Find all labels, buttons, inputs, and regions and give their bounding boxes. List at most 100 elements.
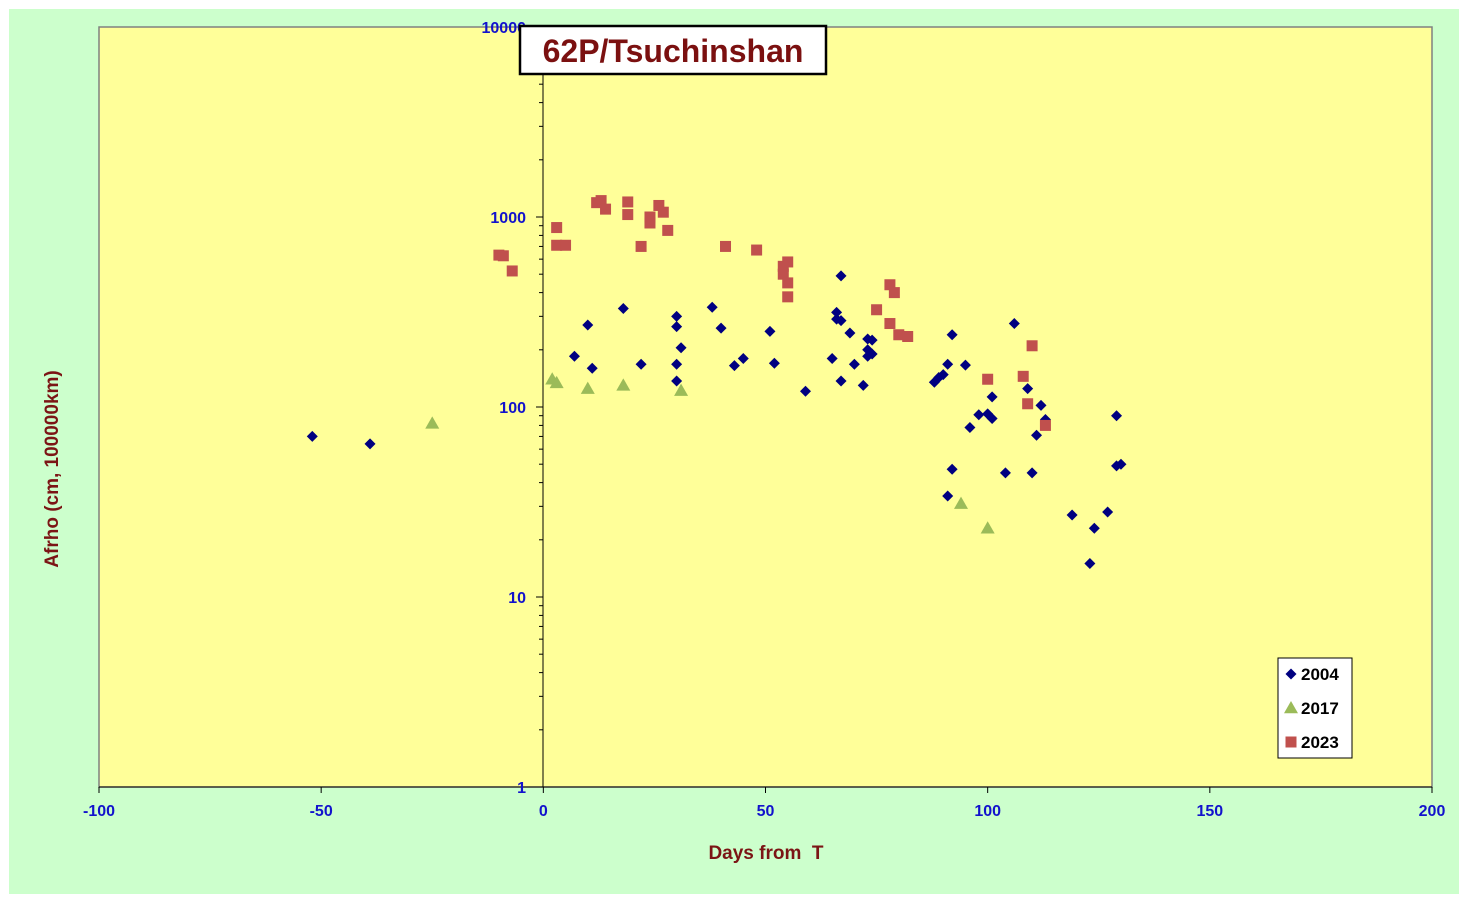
data-point-2004 xyxy=(635,358,647,370)
data-point-2004 xyxy=(946,463,958,475)
data-point-2004 xyxy=(728,360,740,372)
data-point-2004 xyxy=(942,490,954,502)
data-point-2004 xyxy=(1084,558,1096,570)
data-point-2023 xyxy=(657,206,669,218)
data-point-2017 xyxy=(425,416,440,429)
data-point-2023 xyxy=(893,329,905,341)
chart-title-frame xyxy=(518,24,828,76)
data-point-2004 xyxy=(671,321,683,333)
data-point-2004 xyxy=(1008,318,1020,330)
data-point-2017 xyxy=(674,383,689,396)
data-point-2004 xyxy=(582,319,594,331)
data-point-2023 xyxy=(551,239,563,251)
x-tick-label: 0 xyxy=(539,803,548,820)
x-tick-label: -100 xyxy=(83,803,115,820)
data-point-2023 xyxy=(622,209,634,221)
data-point-2004 xyxy=(942,358,954,370)
data-point-2004 xyxy=(946,329,958,341)
legend-marker-2017 xyxy=(1284,701,1298,714)
data-point-2017 xyxy=(549,375,564,389)
data-point-2004 xyxy=(848,358,860,370)
data-point-2023 xyxy=(551,222,563,234)
data-point-2023 xyxy=(635,240,647,252)
data-point-2004 xyxy=(986,412,998,424)
legend-label-2017: 2017 xyxy=(1301,699,1339,718)
data-point-2023 xyxy=(888,287,900,299)
data-point-2004 xyxy=(1035,399,1047,411)
data-point-2004 xyxy=(706,301,718,313)
data-point-2023 xyxy=(720,240,732,252)
data-point-2004 xyxy=(768,357,780,369)
x-tick-label: 200 xyxy=(1419,803,1446,820)
y-tick-label: 1000 xyxy=(490,210,526,227)
data-point-2023 xyxy=(662,224,674,236)
data-point-2023 xyxy=(653,199,665,211)
data-point-2004 xyxy=(1026,467,1038,479)
data-point-2023 xyxy=(600,203,612,215)
x-tick-label: 50 xyxy=(757,803,775,820)
data-point-2023 xyxy=(497,250,509,262)
data-point-2004 xyxy=(715,322,727,334)
data-point-2023 xyxy=(982,373,994,385)
data-point-2004 xyxy=(675,342,687,354)
data-point-2004 xyxy=(844,327,856,339)
data-point-2004 xyxy=(986,391,998,403)
data-point-2023 xyxy=(644,211,656,223)
y-tick-label: 10 xyxy=(508,590,526,607)
legend-marker-2004 xyxy=(1285,668,1297,680)
data-point-2023 xyxy=(1026,340,1038,352)
data-point-2004 xyxy=(617,302,629,314)
data-point-2004 xyxy=(586,362,598,374)
data-point-2004 xyxy=(1022,383,1034,395)
data-point-2023 xyxy=(902,330,914,342)
data-point-2004 xyxy=(306,430,318,442)
data-point-2004 xyxy=(959,359,971,371)
data-point-2023 xyxy=(782,256,794,268)
legend: 2004 2017 2023 xyxy=(1277,657,1353,759)
data-point-2023 xyxy=(560,239,572,251)
x-tick-label: 150 xyxy=(1196,803,1223,820)
data-point-2017 xyxy=(980,521,995,534)
chart-title-box: 62P/Tsuchinshan xyxy=(518,24,828,76)
data-point-2004 xyxy=(764,325,776,337)
legend-label-2004: 2004 xyxy=(1301,665,1339,684)
data-point-2017 xyxy=(580,381,595,394)
data-point-2004 xyxy=(1102,506,1114,518)
data-point-2004 xyxy=(671,310,683,322)
data-point-2023 xyxy=(506,265,518,277)
data-point-2023 xyxy=(595,195,607,207)
plot-area xyxy=(98,26,1433,788)
data-point-2004 xyxy=(1111,410,1123,422)
data-point-2004 xyxy=(857,379,869,391)
data-point-2004 xyxy=(826,352,838,364)
series-2004 xyxy=(306,270,1127,570)
data-point-2004 xyxy=(831,306,843,318)
data-point-2004 xyxy=(866,334,878,346)
y-tick-label: 10000 xyxy=(482,20,527,37)
data-point-2017 xyxy=(616,378,631,391)
y-tick-label: 1 xyxy=(517,780,526,797)
data-point-2004 xyxy=(999,467,1011,479)
data-point-2023 xyxy=(622,196,634,208)
data-point-2004 xyxy=(937,369,949,381)
data-point-2004 xyxy=(973,409,985,421)
y-tick-label: 100 xyxy=(499,400,526,417)
data-point-2023 xyxy=(1017,370,1029,382)
data-point-2004 xyxy=(568,350,580,362)
data-point-2023 xyxy=(884,279,896,291)
data-point-2004 xyxy=(799,385,811,397)
points-layer xyxy=(306,195,1127,570)
data-point-2004 xyxy=(1115,458,1127,470)
data-point-2004 xyxy=(737,352,749,364)
data-point-2023 xyxy=(644,217,656,229)
data-point-2004 xyxy=(1088,522,1100,534)
data-point-2004 xyxy=(1031,429,1043,441)
data-point-2004 xyxy=(364,438,376,450)
data-point-2023 xyxy=(871,304,883,316)
data-point-2004 xyxy=(835,375,847,387)
data-point-2004 xyxy=(671,375,683,387)
chart-title: 62P/Tsuchinshan xyxy=(543,33,804,69)
axes-layer: -100 -50 0 50 100 150 200 1 10 100 1000 10000 xyxy=(83,20,1445,820)
data-point-2023 xyxy=(782,291,794,303)
